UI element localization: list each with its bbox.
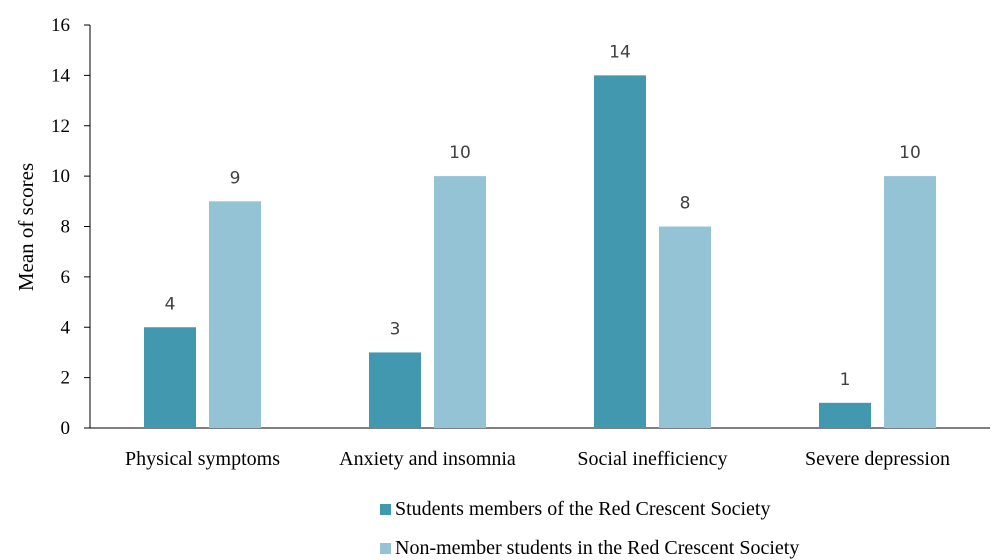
data-label: 10	[899, 143, 921, 163]
bar-chart: 0 2 4 6 8 10 12 14 16 Mean of scores 4 9 3 10 14 8 1 10…	[14, 15, 990, 470]
bar	[369, 352, 421, 428]
data-labels: 4 9 3 10 14 8 1 10	[165, 42, 921, 389]
bar	[884, 176, 936, 428]
data-label: 8	[680, 194, 691, 214]
legend-item-non-members: Non-member students in the Red Crescent …	[380, 537, 799, 560]
y-axis-ticks: 0 2 4 6 8 10 12 14 16	[51, 15, 90, 439]
bars	[144, 75, 936, 428]
y-tick-label: 8	[61, 217, 71, 238]
legend-label-non-members: Non-member students in the Red Crescent …	[395, 537, 800, 559]
data-label: 3	[390, 319, 401, 339]
y-tick-label: 4	[61, 317, 71, 338]
x-category-label: Physical symptoms	[125, 448, 280, 470]
y-tick-label: 16	[51, 15, 70, 36]
data-label: 10	[449, 143, 471, 163]
bar	[144, 327, 196, 428]
bar	[819, 402, 871, 428]
category-labels: Physical symptoms Anxiety and insomnia Soc…	[125, 448, 950, 470]
y-axis-title: Mean of scores	[14, 163, 38, 291]
bar	[659, 226, 711, 428]
data-label: 4	[165, 294, 176, 314]
legend-label-members: Students members of the Red Crescent Soc…	[395, 498, 771, 520]
y-tick-label: 10	[51, 166, 70, 187]
bar	[209, 201, 261, 428]
data-label: 14	[609, 42, 631, 62]
legend-item-members: Students members of the Red Crescent Soc…	[380, 498, 770, 521]
y-tick-label: 2	[61, 368, 71, 389]
bar	[434, 176, 486, 428]
legend-swatch-members	[380, 504, 391, 515]
x-category-label: Severe depression	[805, 448, 950, 470]
bar	[594, 75, 646, 428]
y-tick-label: 6	[61, 267, 71, 288]
data-label: 9	[230, 168, 241, 188]
y-tick-label: 14	[51, 65, 71, 86]
y-tick-label: 12	[51, 116, 70, 137]
legend-swatch-non-members	[380, 543, 391, 554]
y-tick-label: 0	[61, 418, 71, 439]
data-label: 1	[840, 370, 851, 390]
x-category-label: Anxiety and insomnia	[339, 448, 516, 470]
x-category-label: Social inefficiency	[577, 448, 727, 470]
